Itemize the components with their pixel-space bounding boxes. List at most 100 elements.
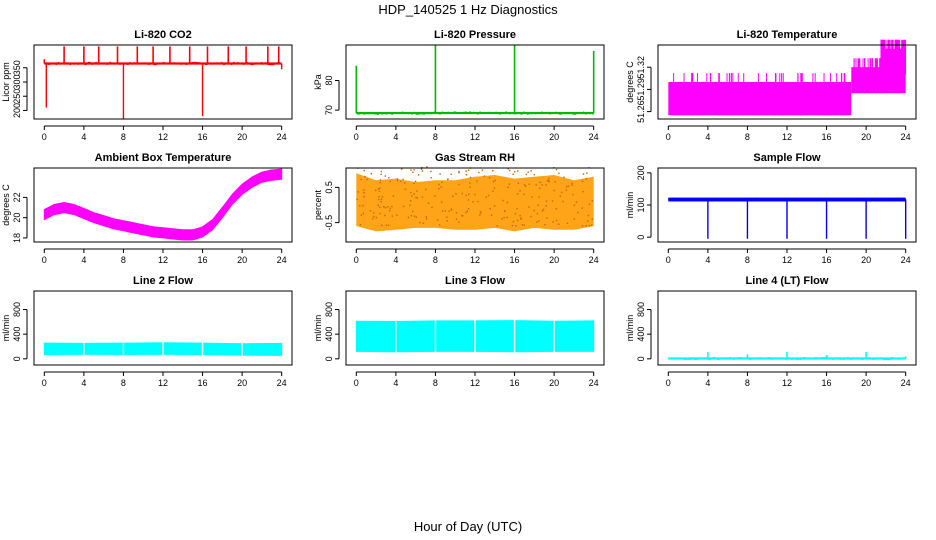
series-noise <box>362 204 364 207</box>
figure-xlabel: Hour of Day (UTC) <box>414 519 522 534</box>
series-noise <box>421 196 424 198</box>
series-noise <box>364 176 366 178</box>
x-tick-label: 16 <box>822 132 832 142</box>
series-noise <box>509 169 511 172</box>
x-tick-label: 8 <box>433 378 438 388</box>
series-noise <box>516 193 519 195</box>
series-noise <box>507 186 509 188</box>
series-noise <box>519 190 521 192</box>
series-noise <box>467 199 470 201</box>
series-noise <box>357 191 359 193</box>
x-tick-label: 4 <box>393 255 398 265</box>
series-noise <box>450 173 452 175</box>
panel-7-title: Line 3 Flow <box>445 275 505 287</box>
series-noise <box>409 200 412 202</box>
series-noise <box>555 219 558 222</box>
series-noise <box>590 224 593 226</box>
panel-1-frame <box>345 44 605 120</box>
x-tick-label: 16 <box>198 132 208 142</box>
series-noise <box>585 224 587 227</box>
series-noise <box>512 220 515 223</box>
y-tick-label: 400 <box>324 327 334 342</box>
series-noise <box>362 189 365 191</box>
x-tick-label: 0 <box>354 378 359 388</box>
series-noise <box>588 203 591 206</box>
series-noise <box>430 176 432 179</box>
x-tick-label: 4 <box>393 132 398 142</box>
series-noise <box>387 206 389 208</box>
panel-5-ylabel: ml/min <box>625 192 635 219</box>
x-tick-label: 12 <box>782 378 792 388</box>
series-noise <box>546 217 548 219</box>
series-noise <box>465 174 468 176</box>
series-noise <box>360 214 363 216</box>
series-noise <box>458 170 460 173</box>
series-noise <box>496 225 498 227</box>
panel-2-title: Li-820 Temperature <box>737 29 838 41</box>
series-noise <box>591 200 594 202</box>
series-noise <box>381 224 383 226</box>
x-tick-label: 20 <box>861 255 871 265</box>
series-noise <box>373 215 375 218</box>
series-noise <box>530 215 532 218</box>
series-noise <box>565 185 568 188</box>
series-noise <box>404 188 407 191</box>
series-noise <box>421 170 424 172</box>
x-tick-label: 4 <box>705 132 710 142</box>
series-noise <box>377 204 379 206</box>
series-noise <box>410 169 412 171</box>
series-noise <box>450 209 453 211</box>
series-noise <box>375 216 378 219</box>
series-noise <box>577 211 579 214</box>
series-noise <box>493 205 496 207</box>
series-noise <box>545 184 547 186</box>
x-tick-label: 16 <box>510 255 520 265</box>
series-noise <box>452 195 454 198</box>
series-noise <box>582 190 584 193</box>
panel-4-y-axis: -0.5 0.5 <box>324 181 340 230</box>
series-noise <box>493 187 496 189</box>
series-noise <box>581 225 584 227</box>
series-noise <box>416 197 418 199</box>
series-noise <box>450 208 453 210</box>
series-noise <box>582 173 585 175</box>
series-noise <box>472 201 474 203</box>
series-noise <box>413 169 415 171</box>
series-noise <box>468 193 470 196</box>
panel-2-ylabel: degrees C <box>625 61 635 103</box>
series-noise <box>528 206 530 208</box>
series-noise <box>413 193 415 195</box>
panel-8-y-axis: 0 400 800 <box>636 302 652 361</box>
series-noise <box>536 212 539 215</box>
series-noise <box>426 166 428 168</box>
y-tick-label: 22 <box>12 192 22 202</box>
x-tick-label: 24 <box>901 378 911 388</box>
series-noise <box>516 170 519 172</box>
series-noise <box>469 182 471 184</box>
panel-8-series <box>667 352 907 361</box>
series-noise <box>533 173 535 176</box>
series-noise <box>425 188 427 191</box>
x-tick-label: 24 <box>589 132 599 142</box>
series-noise <box>461 192 463 195</box>
series-noise <box>571 184 573 186</box>
series-noise <box>551 200 554 202</box>
series-noise <box>425 216 428 218</box>
series-noise <box>427 202 430 204</box>
series-noise <box>527 171 529 173</box>
series-noise <box>542 208 545 211</box>
x-tick-label: 16 <box>822 255 832 265</box>
x-tick-label: 4 <box>81 378 86 388</box>
series-noise <box>391 205 393 208</box>
x-tick-label: 8 <box>121 255 126 265</box>
series-noise <box>389 207 392 210</box>
series-noise <box>492 169 494 172</box>
x-tick-label: 16 <box>510 132 520 142</box>
series-noise <box>396 179 399 182</box>
y-tick-label: 350 <box>12 60 22 75</box>
series-noise <box>466 210 469 212</box>
series-noise <box>363 169 365 172</box>
